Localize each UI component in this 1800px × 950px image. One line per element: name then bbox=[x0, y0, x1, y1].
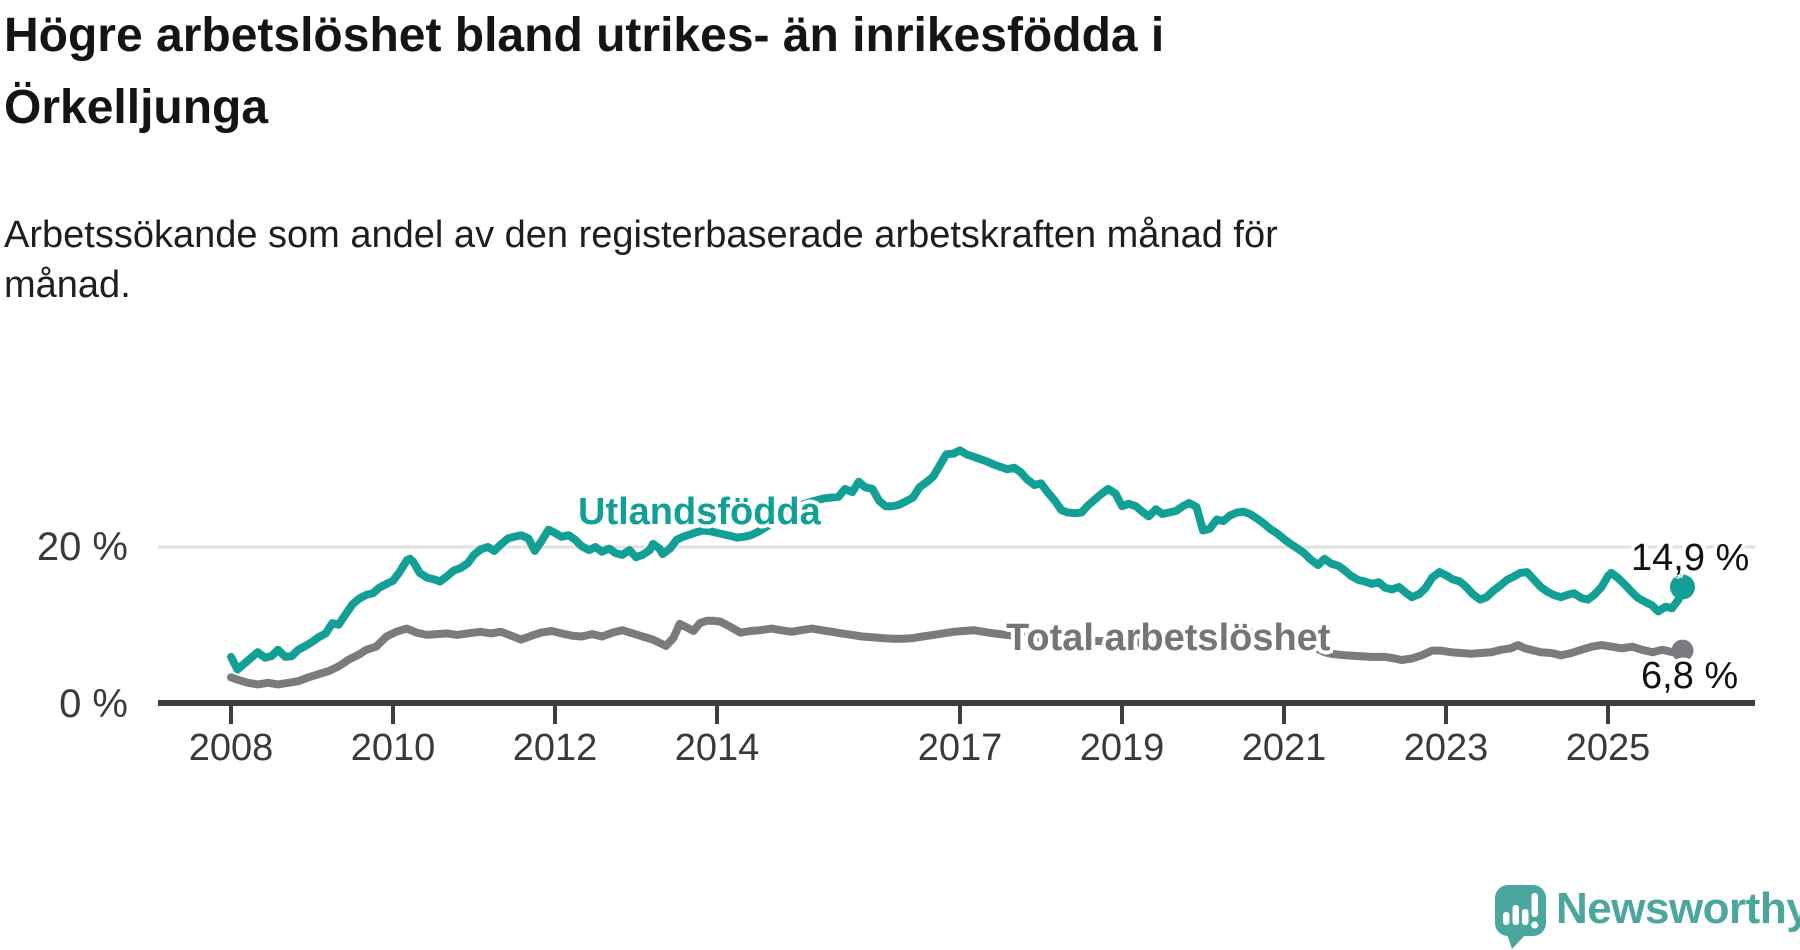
y-axis-label-0: 0 % bbox=[59, 682, 128, 726]
utlandsfodda-end-dot bbox=[1670, 574, 1695, 600]
x-axis-label-2008: 2008 bbox=[188, 727, 274, 769]
x-axis-label-2025: 2025 bbox=[1565, 727, 1651, 769]
x-axis-label-2019: 2019 bbox=[1079, 727, 1165, 769]
newsworthy-logo-text: Newsworthy bbox=[1556, 884, 1800, 933]
value-label-utlandsfodda: 14,9 % bbox=[1631, 537, 1750, 579]
chart-title-line2: Örkelljunga bbox=[4, 81, 269, 134]
x-axis-label-2021: 2021 bbox=[1241, 727, 1327, 769]
total-line bbox=[227, 616, 1687, 689]
series-label-total-arbetsloshet: Total arbetslöshet bbox=[1006, 617, 1331, 659]
chart-subtitle: Arbetssökande som andel av den registerb… bbox=[4, 210, 1464, 310]
y-axis-label-20: 20 % bbox=[36, 525, 128, 569]
x-axis-label-2017: 2017 bbox=[917, 727, 1003, 769]
chart-subtitle-line1: Arbetssökande som andel av den registerb… bbox=[4, 214, 1278, 256]
x-axis-label-2023: 2023 bbox=[1403, 727, 1489, 769]
utlandsfodda-line bbox=[227, 446, 1687, 674]
series-label-utlandsfodda: Utlandsfödda bbox=[578, 491, 821, 533]
x-axis-label-2014: 2014 bbox=[674, 727, 760, 769]
chart-title: Högre arbetslöshet bland utrikes- än inr… bbox=[4, 0, 1464, 144]
x-axis-label-2012: 2012 bbox=[512, 727, 598, 769]
x-axis-label-2010: 2010 bbox=[350, 727, 436, 769]
chart-title-line1: Högre arbetslöshet bland utrikes- än inr… bbox=[4, 9, 1165, 62]
total-end-dot bbox=[1671, 639, 1694, 662]
chart-subtitle-line2: månad. bbox=[4, 264, 131, 306]
newsworthy-logo-icon bbox=[1495, 885, 1546, 949]
value-label-total: 6,8 % bbox=[1641, 655, 1739, 697]
